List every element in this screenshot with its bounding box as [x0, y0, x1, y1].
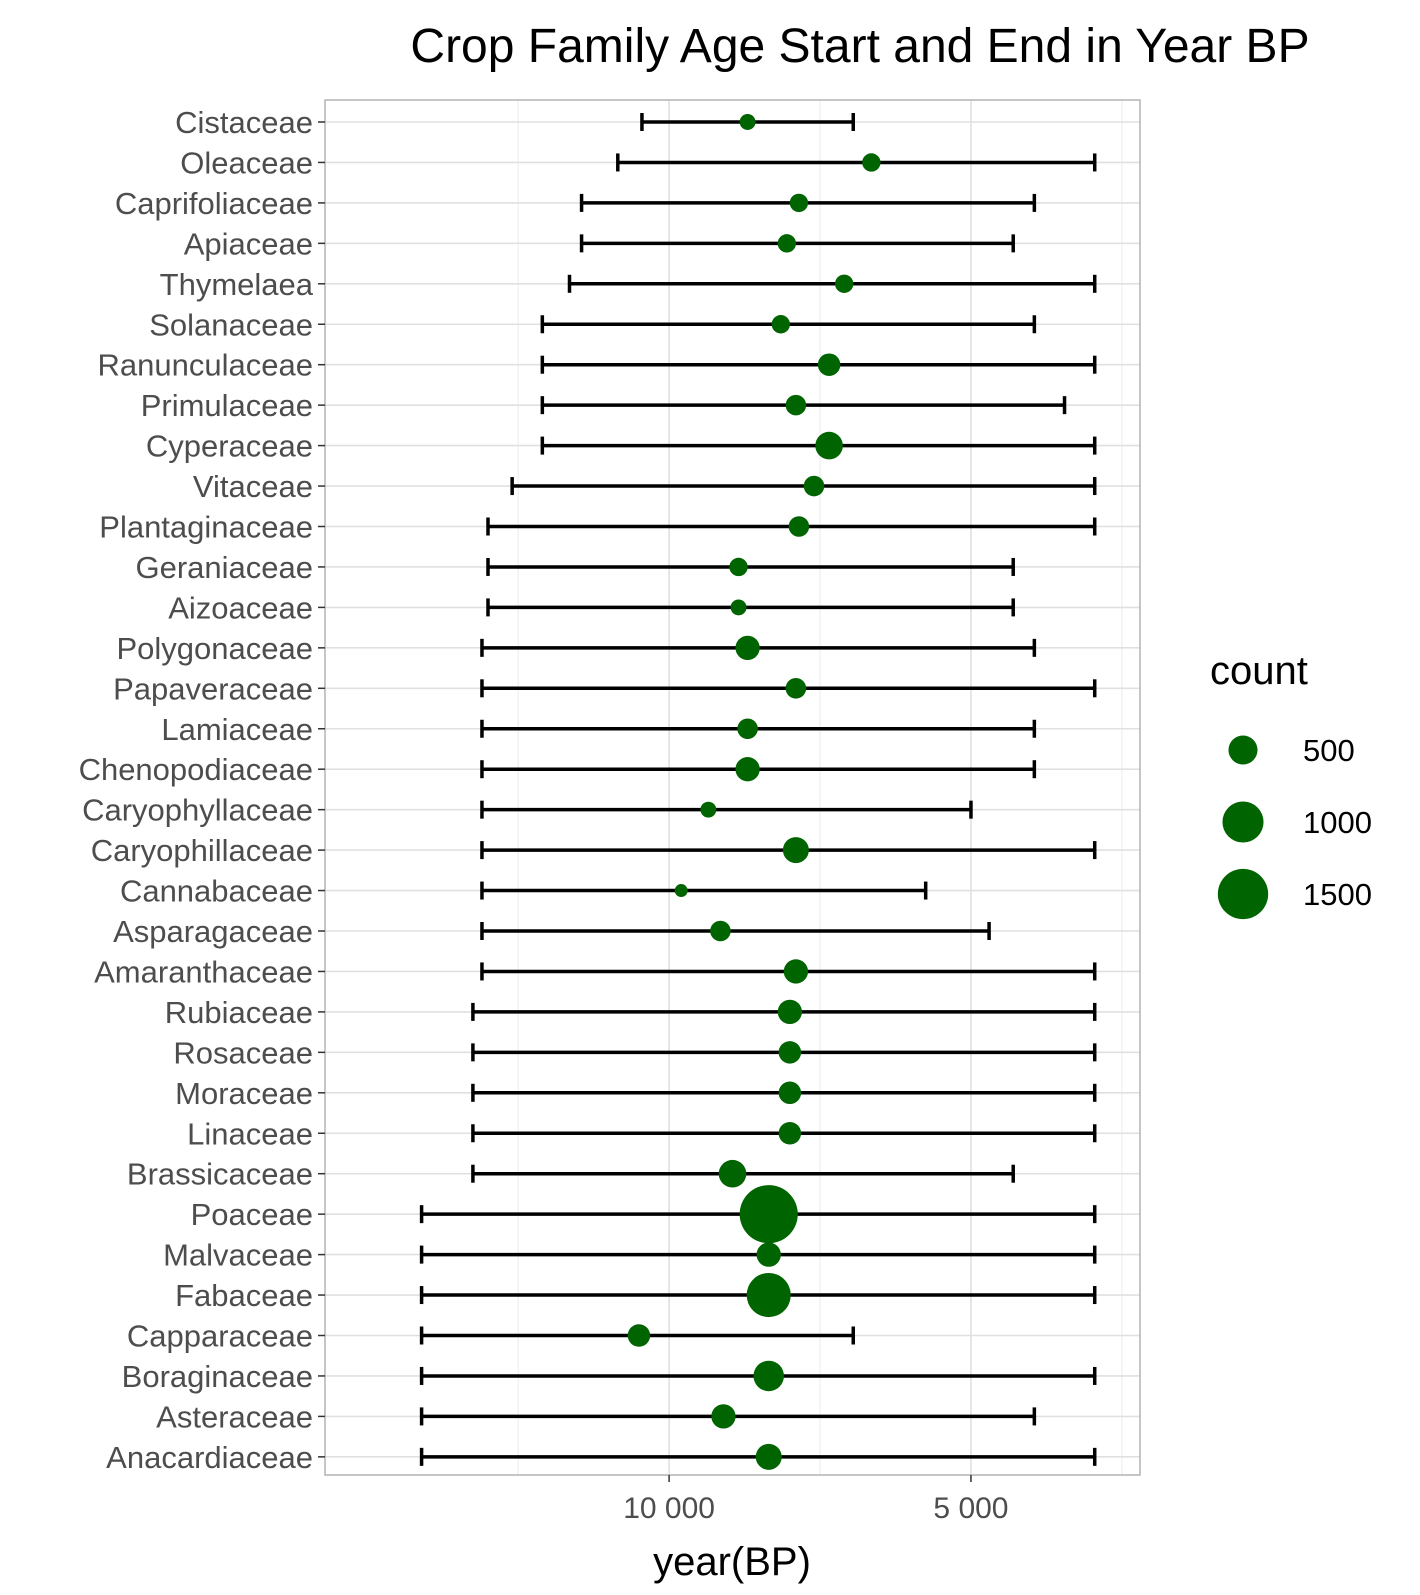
data-point	[785, 678, 807, 699]
y-tick-label: Thymelaea	[160, 267, 314, 302]
data-point	[834, 274, 854, 293]
data-point	[700, 801, 717, 818]
y-tick-label: Aizoaceae	[168, 590, 313, 625]
legend-label: 1000	[1303, 805, 1372, 840]
legend-label: 500	[1303, 733, 1355, 768]
y-axis-ticks	[318, 121, 325, 1458]
y-tick-label: Apiaceae	[184, 226, 313, 261]
y-tick-label: Asparagaceae	[113, 914, 313, 949]
x-tick-label: 5 000	[933, 1492, 1008, 1525]
data-point	[777, 234, 797, 253]
data-point	[674, 884, 688, 898]
y-tick-label: Papaveraceae	[113, 671, 313, 706]
data-point	[771, 315, 790, 334]
y-tick-label: Anacardiaceae	[106, 1440, 313, 1475]
data-point	[710, 920, 731, 942]
y-tick-label: Asteraceae	[156, 1399, 313, 1434]
data-point	[778, 1081, 802, 1105]
data-point	[778, 1041, 802, 1064]
data-point	[778, 1121, 802, 1145]
data-point	[788, 516, 810, 537]
y-tick-label: Polygonaceae	[117, 631, 314, 666]
y-tick-label: Linaceae	[187, 1116, 313, 1151]
plot-panel-border	[324, 99, 1141, 1476]
y-tick-label: Rosaceae	[173, 1035, 313, 1070]
data-point	[718, 1159, 747, 1188]
y-tick-label: Brassicaceae	[127, 1157, 313, 1192]
y-tick-label: Vitaceae	[193, 469, 313, 504]
legend-key	[1217, 868, 1269, 920]
y-tick-label: Caryophyllaceae	[82, 793, 313, 828]
data-point	[803, 475, 825, 497]
y-tick-label: Plantaginaceae	[99, 510, 313, 545]
y-axis-labels: Cistaceae Oleaceae Caprifoliaceae Apiaceae T…	[79, 105, 314, 1475]
data-point	[735, 757, 760, 782]
count-points	[627, 114, 881, 1470]
y-tick-label: Fabaceae	[175, 1278, 313, 1313]
y-tick-label: Caprifoliaceae	[115, 186, 313, 221]
y-tick-label: Cyperaceae	[146, 429, 313, 464]
chart-title: Crop Family Age Start and End in Year BP	[410, 20, 1309, 73]
data-point	[777, 999, 803, 1025]
data-point	[785, 394, 807, 416]
data-point	[753, 1360, 784, 1392]
data-point	[737, 718, 758, 740]
x-tick-label: 10 000	[623, 1492, 715, 1525]
data-point	[817, 353, 841, 376]
y-tick-label: Lamiaceae	[161, 712, 313, 747]
data-point	[627, 1324, 651, 1347]
y-tick-label: Amaranthaceae	[94, 954, 313, 989]
y-tick-label: Malvaceae	[163, 1238, 313, 1273]
y-tick-label: Ranunculaceae	[98, 348, 313, 383]
data-point	[782, 837, 809, 864]
y-tick-label: Cannabaceae	[120, 874, 313, 909]
data-point	[755, 1443, 782, 1470]
y-tick-label: Rubiaceae	[165, 995, 313, 1030]
y-tick-label: Chenopodiaceae	[79, 752, 313, 787]
y-tick-label: Oleaceae	[180, 145, 313, 180]
x-axis-title: year(BP)	[653, 1540, 811, 1584]
y-tick-label: Geraniaceae	[135, 550, 313, 585]
y-tick-label: Capparaceae	[127, 1319, 313, 1354]
y-tick-label: Moraceae	[175, 1076, 313, 1111]
data-point	[789, 193, 809, 213]
data-point	[862, 153, 881, 172]
data-point	[729, 557, 748, 577]
y-tick-label: Solanaceae	[149, 307, 313, 342]
data-point	[783, 959, 809, 984]
legend-title: count	[1210, 649, 1308, 693]
legend-key	[1228, 735, 1258, 765]
y-tick-label: Caryophillaceae	[91, 833, 313, 868]
legend-key	[1222, 801, 1264, 843]
legend-label: 1500	[1303, 877, 1372, 912]
y-tick-label: Poaceae	[191, 1197, 313, 1232]
legend: count 500 1000 1500	[1210, 649, 1372, 920]
data-point	[739, 1185, 798, 1244]
data-point	[735, 635, 760, 661]
data-point	[756, 1242, 781, 1267]
data-point	[739, 114, 756, 130]
data-point	[815, 431, 843, 460]
y-tick-label: Cistaceae	[175, 105, 313, 140]
data-point	[730, 599, 747, 616]
x-axis: 10 000 5 000	[623, 1475, 1009, 1525]
y-tick-label: Primulaceae	[141, 388, 313, 423]
data-point	[746, 1273, 791, 1318]
data-point	[711, 1404, 736, 1429]
y-tick-label: Boraginaceae	[122, 1359, 313, 1394]
